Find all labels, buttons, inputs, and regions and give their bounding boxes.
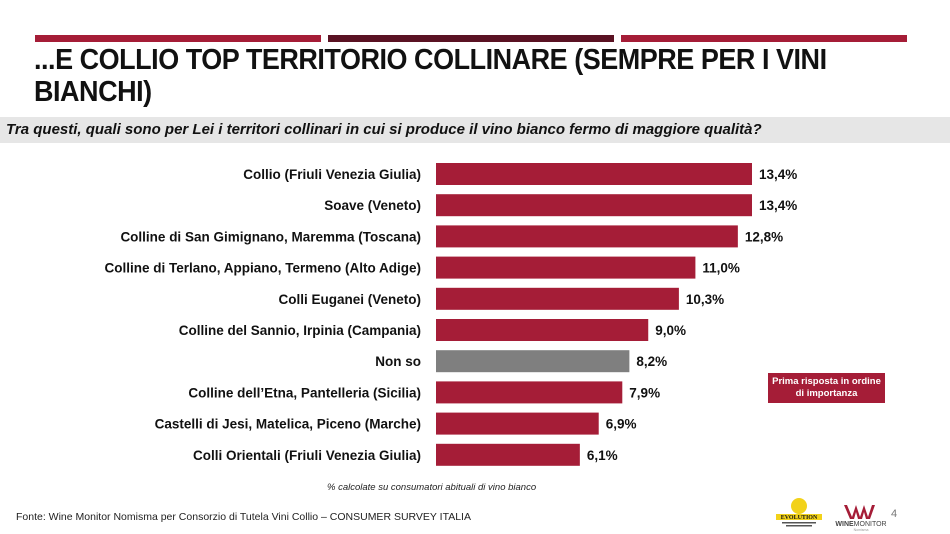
- value-label: 8,2%: [636, 354, 667, 369]
- bar: [436, 256, 696, 279]
- svg-text:Nomisma: Nomisma: [854, 528, 869, 531]
- bar: [436, 412, 599, 435]
- category-label: Colli Euganei (Veneto): [278, 292, 421, 307]
- header-stripe-left: [35, 35, 321, 42]
- header-stripe-middle: [328, 35, 614, 42]
- category-label: Collio (Friuli Venezia Giulia): [243, 167, 421, 182]
- source-text: Fonte: Wine Monitor Nomisma per Consorzi…: [16, 511, 471, 523]
- value-label: 9,0%: [655, 323, 686, 338]
- page-number: 4: [891, 508, 898, 520]
- bar: [436, 381, 623, 404]
- bar: [436, 194, 752, 217]
- bar: [436, 225, 738, 248]
- value-label: 10,3%: [686, 292, 724, 307]
- bar: [436, 443, 580, 466]
- value-label: 6,1%: [587, 448, 618, 463]
- value-label: 12,8%: [745, 229, 783, 244]
- svg-text:EVOLUTION: EVOLUTION: [781, 515, 818, 521]
- evolution-logo: EVOLUTION: [776, 498, 822, 527]
- category-label: Colline del Sannio, Irpinia (Campania): [179, 323, 421, 338]
- winemonitor-logo: WINEMONITOR Nomisma: [835, 505, 887, 531]
- question-banner: Tra questi, quali sono per Lei i territo…: [0, 117, 950, 143]
- footnote: % calcolate su consumatori abituali di v…: [327, 482, 537, 493]
- header-stripe-right: [621, 35, 907, 42]
- bar: [436, 350, 630, 373]
- page-title: ...E COLLIO TOP TERRITORIO COLLINARE (SE…: [34, 44, 827, 108]
- category-label: Colli Orientali (Friuli Venezia Giulia): [193, 448, 421, 463]
- category-label: Colline di Terlano, Appiano, Termeno (Al…: [105, 261, 422, 276]
- category-label: Soave (Veneto): [324, 198, 421, 213]
- category-label: Non so: [375, 354, 421, 369]
- question-text: Tra questi, quali sono per Lei i territo…: [6, 121, 762, 138]
- category-label: Colline dell’Etna, Pantelleria (Sicilia): [188, 385, 421, 400]
- note-box: Prima risposta in ordine di importanza: [768, 373, 885, 403]
- category-label: Colline di San Gimignano, Maremma (Tosca…: [120, 229, 421, 244]
- value-label: 7,9%: [629, 385, 660, 400]
- value-label: 13,4%: [759, 198, 797, 213]
- bar: [436, 287, 679, 310]
- bar: [436, 163, 752, 185]
- bar: [436, 319, 649, 341]
- value-label: 11,0%: [702, 261, 740, 276]
- category-label: Castelli di Jesi, Matelica, Piceno (Marc…: [155, 417, 421, 432]
- value-label: 13,4%: [759, 167, 797, 182]
- svg-text:WINEMONITOR: WINEMONITOR: [835, 521, 886, 528]
- value-label: 6,9%: [606, 417, 637, 432]
